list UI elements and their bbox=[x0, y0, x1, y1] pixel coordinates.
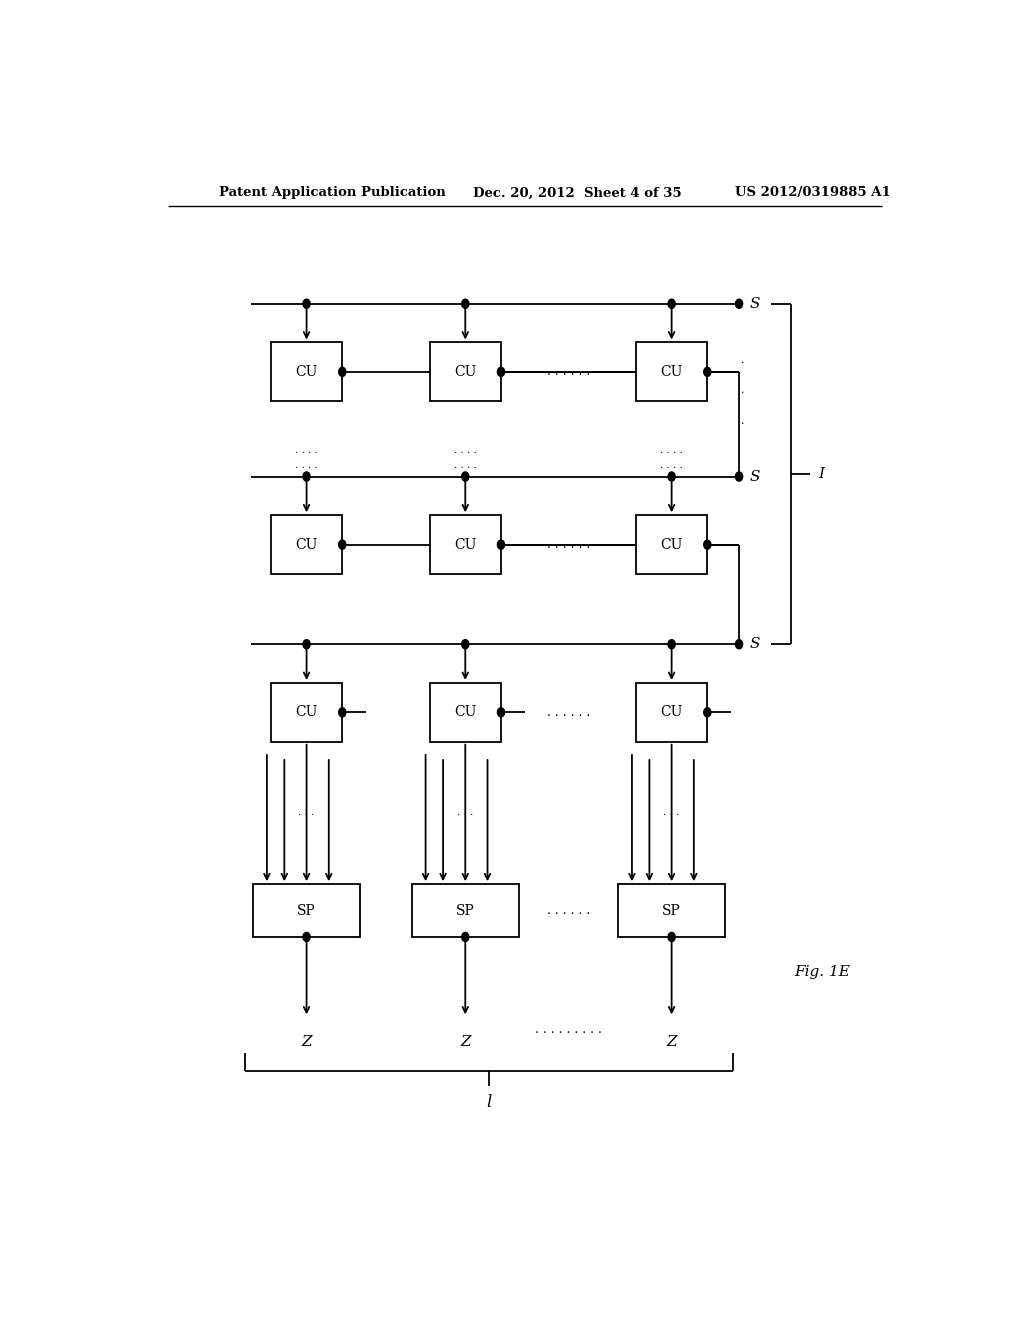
Text: CU: CU bbox=[295, 705, 317, 719]
Bar bbox=[430, 342, 501, 401]
Bar bbox=[430, 515, 501, 574]
Circle shape bbox=[339, 540, 346, 549]
Text: Z: Z bbox=[667, 1035, 677, 1048]
Text: .: . bbox=[741, 355, 744, 364]
Text: S: S bbox=[750, 297, 760, 310]
Circle shape bbox=[462, 300, 469, 309]
Text: l: l bbox=[486, 1094, 492, 1111]
Circle shape bbox=[735, 640, 742, 649]
Circle shape bbox=[462, 473, 469, 480]
Circle shape bbox=[303, 300, 310, 309]
Text: . . .: . . . bbox=[298, 808, 314, 817]
Bar bbox=[270, 515, 342, 574]
Text: .: . bbox=[741, 385, 744, 395]
Text: CU: CU bbox=[660, 537, 683, 552]
Text: SP: SP bbox=[663, 903, 681, 917]
Circle shape bbox=[668, 932, 675, 941]
Bar bbox=[412, 884, 519, 937]
Text: SP: SP bbox=[456, 903, 475, 917]
Text: Z: Z bbox=[460, 1035, 471, 1048]
Circle shape bbox=[668, 640, 675, 649]
Bar bbox=[636, 342, 708, 401]
Bar bbox=[636, 682, 708, 742]
Circle shape bbox=[498, 367, 505, 376]
Text: . . . . . .: . . . . . . bbox=[547, 904, 590, 917]
Text: .: . bbox=[741, 416, 744, 425]
Text: . . . .
. . . .: . . . . . . . . bbox=[660, 446, 683, 470]
Circle shape bbox=[735, 300, 742, 309]
Text: Dec. 20, 2012  Sheet 4 of 35: Dec. 20, 2012 Sheet 4 of 35 bbox=[473, 186, 682, 199]
Circle shape bbox=[462, 932, 469, 941]
Circle shape bbox=[462, 640, 469, 649]
Text: . . .: . . . bbox=[664, 808, 680, 817]
Circle shape bbox=[303, 640, 310, 649]
Circle shape bbox=[339, 367, 346, 376]
Text: CU: CU bbox=[454, 537, 476, 552]
Circle shape bbox=[303, 473, 310, 480]
Text: US 2012/0319885 A1: US 2012/0319885 A1 bbox=[735, 186, 891, 199]
Text: Patent Application Publication: Patent Application Publication bbox=[219, 186, 446, 199]
Bar bbox=[430, 682, 501, 742]
Text: CU: CU bbox=[295, 537, 317, 552]
Text: CU: CU bbox=[660, 364, 683, 379]
Text: . . . .
. . . .: . . . . . . . . bbox=[295, 446, 317, 470]
Bar bbox=[636, 515, 708, 574]
Circle shape bbox=[735, 473, 742, 480]
Text: CU: CU bbox=[454, 364, 476, 379]
Text: S: S bbox=[750, 470, 760, 483]
Text: CU: CU bbox=[454, 705, 476, 719]
Circle shape bbox=[339, 708, 346, 717]
Circle shape bbox=[703, 540, 711, 549]
Text: . . . . . .: . . . . . . bbox=[547, 706, 590, 719]
Text: . . . . . .: . . . . . . bbox=[547, 539, 590, 552]
Text: S: S bbox=[750, 638, 760, 651]
Circle shape bbox=[668, 473, 675, 480]
Circle shape bbox=[303, 932, 310, 941]
Circle shape bbox=[703, 367, 711, 376]
Bar bbox=[253, 884, 360, 937]
Bar bbox=[270, 342, 342, 401]
Text: Z: Z bbox=[301, 1035, 312, 1048]
Circle shape bbox=[498, 708, 505, 717]
Circle shape bbox=[703, 708, 711, 717]
Text: . . .: . . . bbox=[457, 808, 473, 817]
Text: CU: CU bbox=[660, 705, 683, 719]
Text: . . . . . . . . .: . . . . . . . . . bbox=[535, 1023, 602, 1036]
Text: Fig. 1E: Fig. 1E bbox=[795, 965, 850, 978]
Text: CU: CU bbox=[295, 364, 317, 379]
Circle shape bbox=[668, 300, 675, 309]
Circle shape bbox=[498, 540, 505, 549]
Text: . . . . . .: . . . . . . bbox=[547, 366, 590, 379]
Bar bbox=[618, 884, 725, 937]
Text: . . . .
. . . .: . . . . . . . . bbox=[454, 446, 476, 470]
Bar bbox=[270, 682, 342, 742]
Text: SP: SP bbox=[297, 903, 316, 917]
Text: I: I bbox=[818, 467, 824, 480]
